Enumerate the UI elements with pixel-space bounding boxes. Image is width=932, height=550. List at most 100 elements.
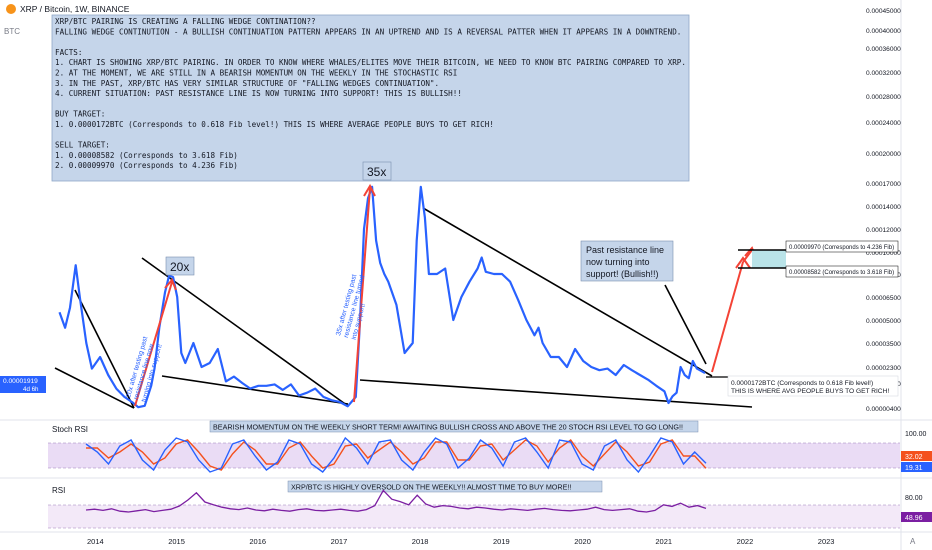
note-line: FALLING WEDGE CONTINUTION - A BULLISH CO… — [55, 27, 681, 36]
time-axis-tick-label: 2017 — [331, 537, 348, 546]
sell-bottom-label: 0.00008582 (Corresponds to 3.618 Fib) — [789, 270, 894, 276]
callout-line-2: now turning into — [586, 257, 650, 267]
price-axis-tick-label: 0.00032000 — [866, 70, 901, 77]
time-axis[interactable]: 2014 2015 2016 2017 2018 2019 2020 2021 2022 2023 — [87, 537, 834, 546]
stoch-d-line[interactable] — [86, 439, 707, 471]
price-axis-tick-label: 0.00005000 — [866, 318, 901, 325]
price-badge-bg — [0, 376, 46, 393]
price-axis-tick-label: 0.00017000 — [866, 181, 901, 188]
note-line: 1. CHART IS SHOWING XRP/BTC PAIRING. IN … — [55, 58, 686, 67]
label-20x-box — [165, 256, 195, 276]
callout-pointer-line[interactable] — [664, 284, 707, 365]
arrow-35x-head[interactable] — [363, 183, 376, 197]
auto-scale-toggle[interactable]: A — [910, 537, 916, 546]
header: BTC XRP / Bitcoin, 1W, BINANCE — [4, 4, 130, 36]
buy-label-box — [727, 375, 899, 397]
annotation-35x-rotated: 35x after testing pastresistance line tu… — [335, 272, 374, 341]
price-axis-tick-label: 0.00020000 — [866, 151, 901, 158]
note-box[interactable]: XRP/BTC PAIRING IS CREATING A FALLING WE… — [51, 14, 690, 182]
currency-badge: BTC — [4, 27, 20, 36]
rsi-badge: 48.96 — [905, 515, 923, 522]
rsi-panel[interactable]: RSI XRP/BTC IS HIGHLY OVERSOLD ON THE WE… — [48, 480, 932, 529]
rsi-note-box — [287, 480, 603, 493]
time-axis-tick-label: 2022 — [737, 537, 754, 546]
note-line: 1. 0.0000172BTC (Corresponds to 0.618 Fi… — [55, 120, 494, 129]
sell-top-label: 0.00009970 (Corresponds to 4.236 Fib) — [789, 245, 894, 251]
wedge-3-lower-line[interactable] — [359, 379, 753, 408]
time-axis-tick-label: 2016 — [249, 537, 266, 546]
time-axis-tick-label: 2019 — [493, 537, 510, 546]
note-text: XRP/BTC PAIRING IS CREATING A FALLING WE… — [55, 17, 686, 170]
wedge-1-upper-line[interactable] — [74, 289, 135, 409]
stoch-k-badge: 32.02 — [905, 454, 923, 461]
arrow-target-sell-1[interactable] — [711, 261, 744, 373]
time-axis-tick-label: 2018 — [412, 537, 429, 546]
stoch-title: Stoch RSI — [52, 425, 88, 434]
note-line: 2. 0.00009970 (Corresponds to 4.236 Fib) — [55, 161, 238, 170]
price-axis-tick-label: 0.00040000 — [866, 28, 901, 35]
move-arrows[interactable] — [134, 183, 757, 407]
stoch-rsi-panel[interactable]: Stoch RSI BEARISH MOMENTUM ON THE WEEKLY… — [48, 420, 932, 474]
wedge-2-upper-line[interactable] — [141, 257, 349, 407]
target-zone-fill — [752, 250, 786, 268]
price-axis-tick-label: 0.00036000 — [866, 46, 901, 53]
label-35x: 35x — [367, 165, 386, 179]
sell-target-zone[interactable]: 0.00009970 (Corresponds to 4.236 Fib) 0.… — [738, 240, 899, 278]
price-badge-value: 0.00001919 — [3, 378, 38, 385]
trend-lines[interactable] — [54, 207, 753, 409]
price-axis-tick-label: 0.00000400 — [866, 406, 901, 413]
note-line: 3. IN THE PAST, XRP/BTC HAS VERY SIMILAR… — [55, 79, 439, 88]
time-axis-tick-label: 2021 — [655, 537, 672, 546]
note-line: FACTS: — [55, 48, 82, 57]
arrow-target-head-1[interactable] — [735, 256, 751, 269]
price-axis-tick-label: 0.00012000 — [866, 227, 901, 234]
price-axis-tick-label: 0.00010000 — [866, 250, 901, 257]
arrow-20x-head[interactable] — [164, 278, 177, 291]
bitcoin-badge-icon — [6, 4, 16, 14]
rsi-band — [48, 505, 900, 528]
time-axis-tick-label: 2020 — [574, 537, 591, 546]
label-35x-box — [362, 161, 392, 181]
price-axis-tick-label: 0.00002300 — [866, 365, 901, 372]
rsi-badge-bg — [901, 512, 932, 522]
sell-top-label-box — [785, 240, 899, 253]
price-axis-tick-label: 0.00028000 — [866, 94, 901, 101]
note-line: SELL TARGET: — [55, 141, 110, 150]
wedge-3-upper-line[interactable] — [422, 207, 713, 377]
wedge-1-lower-line[interactable] — [54, 367, 135, 409]
buy-label-line-2: THIS IS WHERE AVG PEOPLE BUYS TO GET RIC… — [731, 388, 889, 395]
stoch-k-line[interactable] — [85, 436, 707, 474]
price-axis-tick-label: 0.00003500 — [866, 341, 901, 348]
note-box-background — [51, 14, 690, 182]
arrow-35x-move[interactable] — [353, 187, 371, 403]
rsi-line[interactable] — [85, 489, 707, 513]
past-resistance-callout[interactable]: Past resistance line now turning into su… — [580, 240, 674, 282]
multiplier-labels[interactable]: 20x 35x — [165, 161, 392, 276]
note-line: 4. CURRENT SITUATION: PAST RESISTANCE LI… — [55, 89, 462, 98]
callout-box — [580, 240, 674, 282]
stoch-axis-100: 100.00 — [905, 431, 927, 438]
callout-line-1: Past resistance line — [586, 245, 664, 255]
symbol-title[interactable]: XRP / Bitcoin, 1W, BINANCE — [20, 4, 130, 14]
stoch-k-badge-bg — [901, 451, 932, 461]
buy-target[interactable]: 0.0000172BTC (Corresponds to 0.618 Fib l… — [706, 375, 899, 397]
wedge-2-lower-line[interactable] — [161, 375, 349, 405]
note-line: BUY TARGET: — [55, 110, 105, 119]
stoch-d-badge-bg — [901, 462, 932, 472]
price-axis-tick-label: 0.00024000 — [866, 120, 901, 127]
note-line: 2. AT THE MOMENT, WE ARE STILL IN A BEAR… — [55, 69, 457, 78]
time-axis-tick-label: 2023 — [818, 537, 835, 546]
price-badge-countdown: 4d 6h — [23, 386, 39, 393]
rsi-axis-80: 80.00 — [905, 495, 923, 502]
price-axis-tick-label: 0.00045000 — [866, 8, 901, 15]
rsi-title: RSI — [52, 486, 65, 495]
note-line: XRP/BTC PAIRING IS CREATING A FALLING WE… — [55, 17, 316, 26]
time-axis-tick-label: 2014 — [87, 537, 104, 546]
time-axis-tick-label: 2015 — [168, 537, 185, 546]
sell-bottom-label-box — [785, 265, 899, 278]
price-badge: 0.00001919 4d 6h — [0, 376, 46, 393]
arrow-20x-move[interactable] — [134, 281, 173, 407]
buy-label-line-1: 0.0000172BTC (Corresponds to 0.618 Fib l… — [731, 380, 873, 387]
callout-line-3: support! (Bullish!!) — [586, 269, 659, 279]
